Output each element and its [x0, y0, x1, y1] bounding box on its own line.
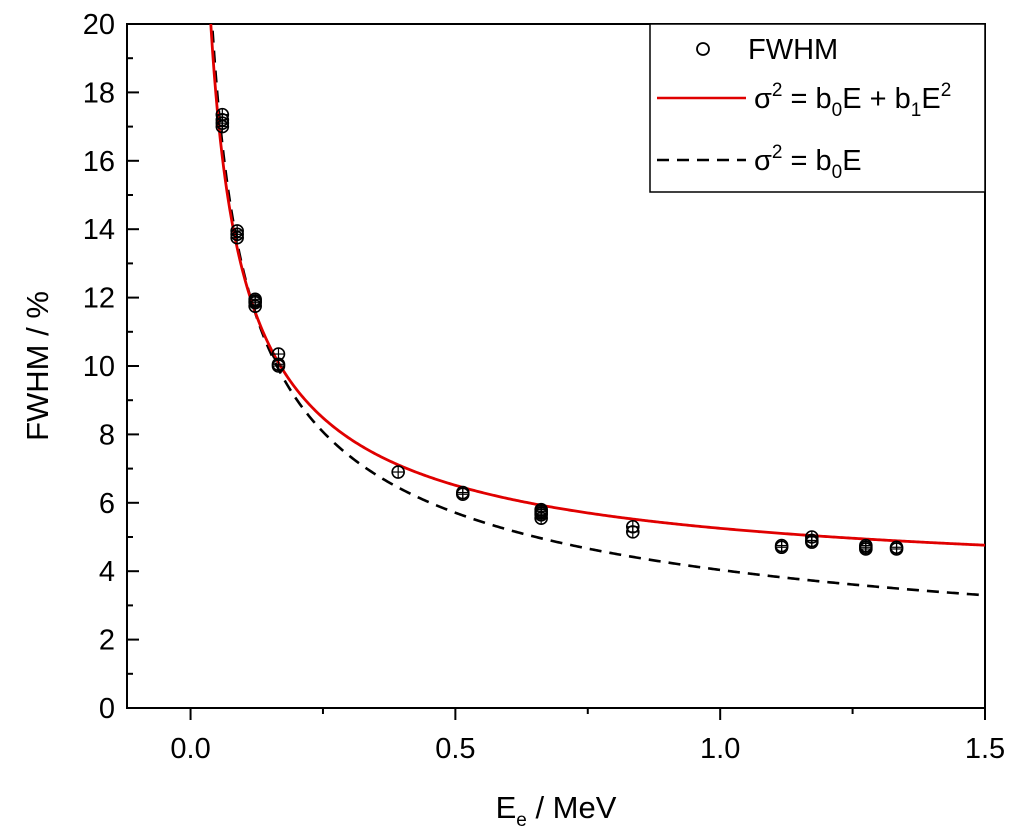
y-tick-label: 16 — [83, 146, 115, 178]
data-point — [391, 465, 405, 479]
y-tick-label: 6 — [99, 488, 115, 520]
legend-quad-label: σ2 = b0E + b1E2 — [754, 80, 951, 121]
legend-fwhm-marker — [696, 42, 710, 56]
x-axis-title-main: E — [496, 790, 517, 825]
y-tick-label: 4 — [99, 556, 115, 588]
x-axis-title-unit: / MeV — [527, 790, 617, 825]
legend-fwhm-label: FWHM — [748, 34, 838, 66]
fit-curves — [209, 24, 985, 597]
data-point — [805, 530, 819, 544]
data-point — [774, 538, 789, 553]
y-tick-label: 8 — [99, 419, 115, 451]
axis-ticks: 0 2 4 6 8 10 12 14 16 18 20 0.0 0.5 1.0 1.5 — [83, 9, 1005, 765]
data-point — [625, 519, 640, 534]
y-tick-label: 20 — [83, 9, 115, 41]
legend: FWHM σ2 = b0E + b1E2 σ2 = b0E — [649, 23, 986, 193]
y-axis-title: FWHM / % — [20, 291, 55, 441]
data-markers — [215, 107, 904, 556]
x-tick-label: 0.5 — [435, 733, 475, 765]
data-point — [248, 292, 262, 307]
y-tick-label: 14 — [83, 214, 115, 246]
data-point — [455, 485, 470, 500]
legend-box — [649, 23, 986, 193]
data-point — [889, 540, 904, 555]
data-point — [859, 538, 873, 553]
legend-lin-label: σ2 = b0E — [754, 142, 862, 183]
y-tick-label: 0 — [99, 693, 115, 725]
y-tick-label: 10 — [83, 351, 115, 383]
y-tick-label: 18 — [83, 77, 115, 109]
data-point — [271, 347, 286, 361]
x-axis-title-sub: e — [516, 810, 527, 831]
x-axis-title: Ee / MeV — [496, 790, 617, 831]
x-tick-label: 0.0 — [170, 733, 210, 765]
series-line-quadratic-fit — [209, 24, 985, 547]
y-tick-label: 12 — [83, 283, 115, 315]
series-line-linear-fit — [210, 24, 985, 597]
x-tick-label: 1.5 — [965, 733, 1005, 765]
y-tick-label: 2 — [99, 625, 115, 657]
data-point — [215, 107, 230, 122]
data-point — [534, 502, 548, 517]
data-point — [230, 224, 244, 238]
x-tick-label: 1.0 — [700, 733, 740, 765]
